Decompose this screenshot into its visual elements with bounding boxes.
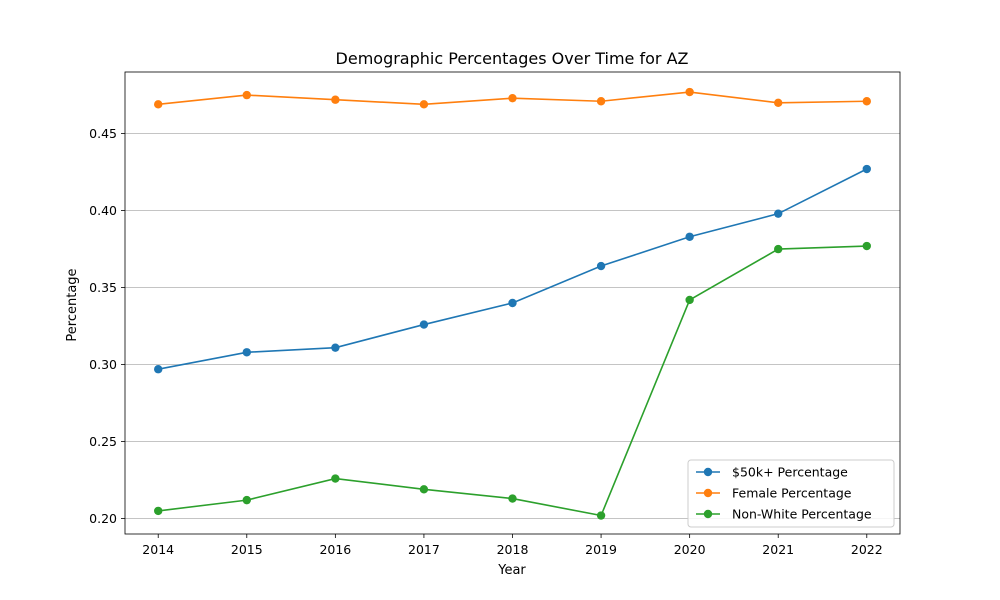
data-point	[154, 506, 163, 516]
y-tick-label: 0.40	[89, 203, 117, 218]
data-point	[596, 97, 606, 106]
data-point	[419, 320, 429, 329]
data-point	[242, 495, 251, 505]
data-point	[596, 511, 606, 520]
data-point	[508, 494, 517, 503]
data-point	[331, 474, 340, 483]
x-axis-label: Year	[497, 563, 526, 578]
legend-marker	[703, 509, 713, 519]
data-point	[331, 343, 340, 352]
data-point	[419, 100, 429, 109]
x-tick-label: 2018	[497, 542, 529, 557]
legend-entry: Non-White Percentage	[696, 507, 872, 522]
legend-entry: $50k+ Percentage	[696, 465, 848, 480]
series-1	[154, 164, 871, 374]
y-axis-ticks: 0.20 0.25 0.30 0.35 0.40 0.45	[89, 126, 125, 526]
x-tick-label: 2021	[762, 542, 794, 557]
x-tick-label: 2015	[231, 542, 263, 557]
x-tick-label: 2020	[674, 542, 706, 557]
data-point	[774, 98, 783, 108]
legend-entry: Female Percentage	[696, 486, 852, 501]
legend-box	[687, 459, 895, 528]
data-point	[242, 348, 251, 357]
series-2	[154, 87, 871, 109]
series-3	[154, 241, 871, 520]
data-point	[154, 100, 163, 109]
y-tick-label: 0.30	[89, 357, 117, 372]
data-point	[508, 298, 517, 308]
data-point	[774, 209, 783, 218]
x-tick-label: 2019	[585, 542, 617, 557]
data-point	[774, 244, 783, 254]
data-point	[685, 87, 694, 97]
y-tick-label: 0.45	[89, 126, 117, 141]
legend-label: $50k+ Percentage	[732, 465, 848, 480]
data-point	[331, 95, 340, 104]
y-tick-label: 0.20	[89, 511, 117, 526]
data-point	[862, 97, 871, 106]
data-point	[154, 365, 163, 374]
x-axis-ticks: 2014 2015 2016 2017 2018 2019 2020 2021 2022	[142, 534, 883, 557]
legend-label: Female Percentage	[732, 486, 852, 501]
legend: $50k+ Percentage Female Percentage Non-Whi…	[687, 459, 895, 528]
y-axis-label: Percentage	[65, 268, 80, 341]
y-tick-label: 0.35	[89, 280, 117, 295]
x-tick-label: 2014	[142, 542, 174, 557]
legend-marker	[703, 488, 713, 498]
data-point	[685, 232, 694, 241]
x-tick-label: 2017	[408, 542, 440, 557]
legend-marker	[703, 467, 713, 477]
data-point	[242, 90, 251, 100]
legend-label: Non-White Percentage	[732, 507, 872, 522]
plot-series	[154, 87, 871, 520]
data-point	[596, 261, 606, 271]
data-point	[419, 485, 429, 494]
y-tick-label: 0.25	[89, 434, 117, 449]
grid-lines	[125, 133, 900, 519]
chart-title: Demographic Percentages Over Time for AZ	[336, 49, 689, 68]
data-point	[862, 241, 871, 251]
x-tick-label: 2022	[851, 542, 883, 557]
data-point	[685, 295, 694, 305]
data-point	[508, 93, 517, 103]
data-point	[862, 164, 871, 174]
x-tick-label: 2016	[319, 542, 351, 557]
